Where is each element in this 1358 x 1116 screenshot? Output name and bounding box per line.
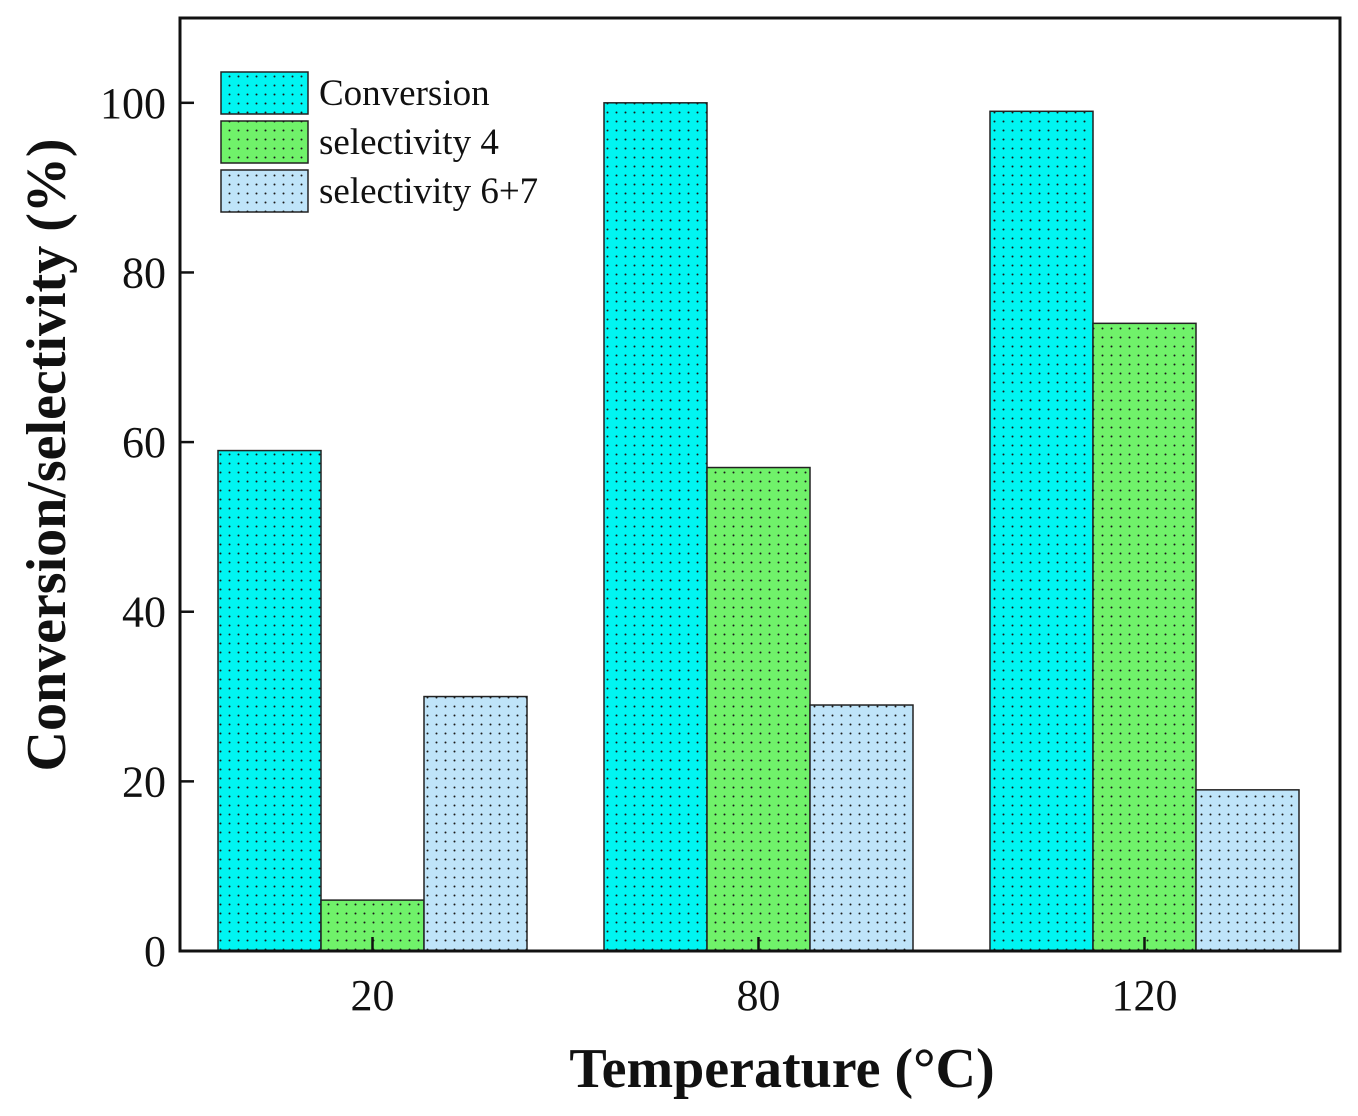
bar-conversion-120 <box>989 110 1094 952</box>
x-tick-label: 20 <box>351 971 395 1020</box>
x-tick-label: 80 <box>737 971 781 1020</box>
y-tick-label: 20 <box>122 757 166 806</box>
y-axis-title: Conversion/selectivity (%) <box>16 139 78 772</box>
legend-item: selectivity 6+7 <box>220 169 538 213</box>
bar-selectivity-4-80 <box>706 466 811 952</box>
bar-selectivity-6-7-80 <box>809 704 914 952</box>
legend-swatch <box>220 169 309 213</box>
legend-swatch <box>220 71 309 115</box>
y-tick-label: 100 <box>100 79 166 128</box>
y-tick-label: 0 <box>144 927 166 976</box>
legend-label: selectivity 6+7 <box>319 171 538 212</box>
bar-selectivity-6-7-120 <box>1195 789 1300 952</box>
legend-label: Conversion <box>319 73 490 114</box>
y-tick-label: 40 <box>122 588 166 637</box>
legend-swatch <box>220 120 309 164</box>
y-tick-label: 80 <box>122 248 166 297</box>
bar-conversion-80 <box>603 102 708 952</box>
bar-conversion-20 <box>217 449 322 952</box>
y-tick-label: 60 <box>122 418 166 467</box>
x-tick-label: 120 <box>1112 971 1178 1020</box>
legend-item: Conversion <box>220 71 490 115</box>
plot-frame <box>178 16 1342 953</box>
legend: Conversion selectivity 4 selectivity 6+7 <box>220 71 538 213</box>
bar-selectivity-4-120 <box>1092 322 1197 952</box>
legend-item: selectivity 4 <box>220 120 499 164</box>
bar-selectivity-6-7-20 <box>423 695 528 952</box>
legend-label: selectivity 4 <box>319 122 499 163</box>
x-axis-title: Temperature (°C) <box>569 1038 994 1100</box>
